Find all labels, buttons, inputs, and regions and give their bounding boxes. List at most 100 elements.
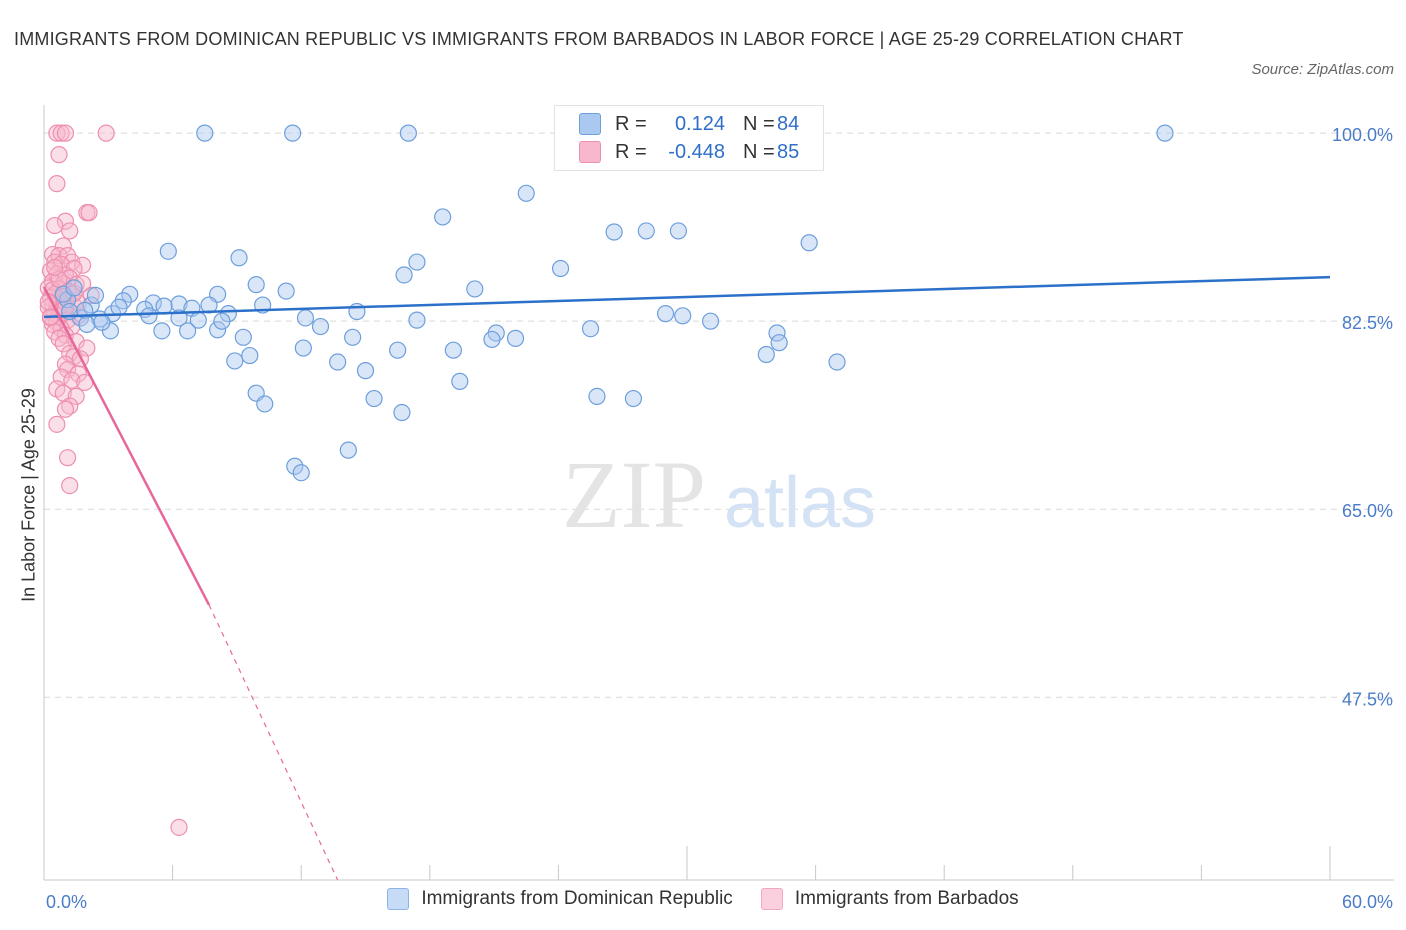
y-tick-label: 100.0%: [1332, 125, 1393, 145]
y-tick-label: 65.0%: [1342, 501, 1393, 521]
dominican-point: [1156, 124, 1174, 142]
trend-lines: [42, 275, 1331, 881]
dominican-point: [800, 234, 818, 252]
dominican-point: [399, 124, 417, 142]
dominican-point: [78, 315, 96, 334]
dominican-point: [506, 329, 525, 347]
legend-item-dominican: Immigrants from Dominican Republic: [387, 888, 733, 910]
barbados-point: [46, 216, 64, 235]
dominican-point: [241, 346, 259, 365]
barbados-point: [48, 175, 66, 193]
dominican-point: [256, 395, 274, 413]
dominican-point: [828, 353, 846, 371]
grid-lines: [44, 132, 1394, 698]
barbados-point: [54, 335, 72, 353]
dominican-point: [284, 124, 302, 142]
dominican-point: [344, 328, 362, 346]
dominican-point: [226, 352, 244, 370]
dominican-point: [356, 362, 375, 380]
y-tick-label: 82.5%: [1342, 313, 1393, 333]
dominican-point: [339, 441, 357, 459]
dominican-point: [483, 330, 501, 349]
legend-row-barbados: R = -0.448 N = 85: [579, 140, 799, 164]
dominican-point: [444, 341, 462, 359]
dominican-point: [434, 208, 452, 226]
legend-row-dominican: R = 0.124 N = 84: [579, 112, 799, 136]
source-label: Source: ZipAtlas.com: [1251, 61, 1394, 78]
barbados-point: [56, 400, 75, 418]
barbados-point: [82, 286, 100, 304]
dominican-point: [230, 249, 248, 267]
legend-label-barbados: Immigrants from Barbados: [794, 888, 1019, 909]
legend-swatch-pink: [760, 888, 783, 910]
dominican-point: [140, 307, 158, 325]
dominican-point: [155, 297, 173, 315]
y-tick-labels: 100.0% 82.5% 65.0% 47.5%: [1332, 125, 1393, 709]
barbados-point: [170, 818, 188, 836]
barbados-point: [63, 371, 81, 389]
legend-r-value-dominican: 0.124: [674, 112, 725, 135]
dominican-point: [247, 276, 265, 294]
legend-r-label: R =: [615, 140, 647, 163]
y-tick-label: 47.5%: [1342, 689, 1393, 709]
correlation-legend: R = 0.124 N = 84 R = -0.448 N = 85: [554, 105, 824, 171]
x-tick-label: 0.0%: [46, 892, 87, 912]
dominican-point: [294, 339, 312, 357]
dominican-point: [144, 294, 162, 312]
legend-item-barbados: Immigrants from Barbados: [760, 888, 1019, 910]
dominican-point: [153, 322, 171, 340]
dominican-point: [669, 222, 688, 240]
dominican-point: [637, 222, 655, 240]
barbados-point: [48, 415, 66, 433]
barbados-points: [39, 124, 188, 836]
barbados-trend-line: [42, 286, 211, 606]
dominican-point: [209, 321, 227, 339]
dominican-point: [110, 298, 128, 316]
watermark-zip: ZIP: [562, 441, 706, 548]
watermark: ZIP atlas: [562, 441, 876, 548]
dominican-point: [292, 464, 310, 482]
dominican-point: [277, 282, 295, 300]
x-tick-labels: 0.0% 60.0%: [46, 892, 1393, 912]
dominican-point: [605, 223, 623, 241]
legend-swatch-pink: [579, 141, 601, 163]
legend-swatch-blue: [387, 888, 410, 910]
barbados-point: [52, 124, 70, 142]
legend-n-value-barbados: 85: [777, 140, 800, 163]
barbados-point: [58, 449, 77, 467]
dominican-point: [656, 305, 675, 323]
barbados-point: [56, 124, 75, 142]
barbados-point: [46, 258, 64, 277]
barbados-point: [78, 339, 96, 357]
dominican-point: [588, 387, 606, 406]
legend-label-dominican: Immigrants from Dominican Republic: [421, 888, 733, 909]
barbados-point: [73, 274, 92, 293]
barbados-point: [50, 146, 68, 164]
chart-title: IMMIGRANTS FROM DOMINICAN REPUBLIC VS IM…: [14, 29, 1184, 49]
legend-swatch-blue: [579, 113, 601, 135]
dominican-point: [393, 403, 411, 422]
dominican-point: [93, 313, 111, 331]
dominican-point: [581, 320, 600, 338]
y-axis-label: In Labor Force | Age 25-29: [18, 388, 39, 602]
dominican-point: [466, 280, 484, 298]
dominican-point: [395, 266, 413, 284]
watermark-atlas: atlas: [724, 463, 876, 543]
dominican-points: [54, 124, 1174, 482]
dominican-point: [408, 311, 426, 329]
dominican-point: [389, 341, 407, 359]
barbados-point: [97, 124, 115, 142]
dominican-point: [65, 279, 83, 297]
barbados-point: [56, 212, 75, 230]
barbados-point: [61, 222, 79, 240]
dominican-point: [551, 259, 570, 278]
legend-r-label: R =: [615, 112, 647, 135]
legend-n-value-dominican: 84: [777, 112, 800, 135]
axes: [43, 105, 1394, 881]
dominican-point: [121, 285, 139, 303]
dominican-point: [451, 372, 469, 390]
dominican-point: [196, 124, 214, 142]
dominican-point: [234, 328, 252, 346]
barbados-point: [67, 387, 85, 406]
